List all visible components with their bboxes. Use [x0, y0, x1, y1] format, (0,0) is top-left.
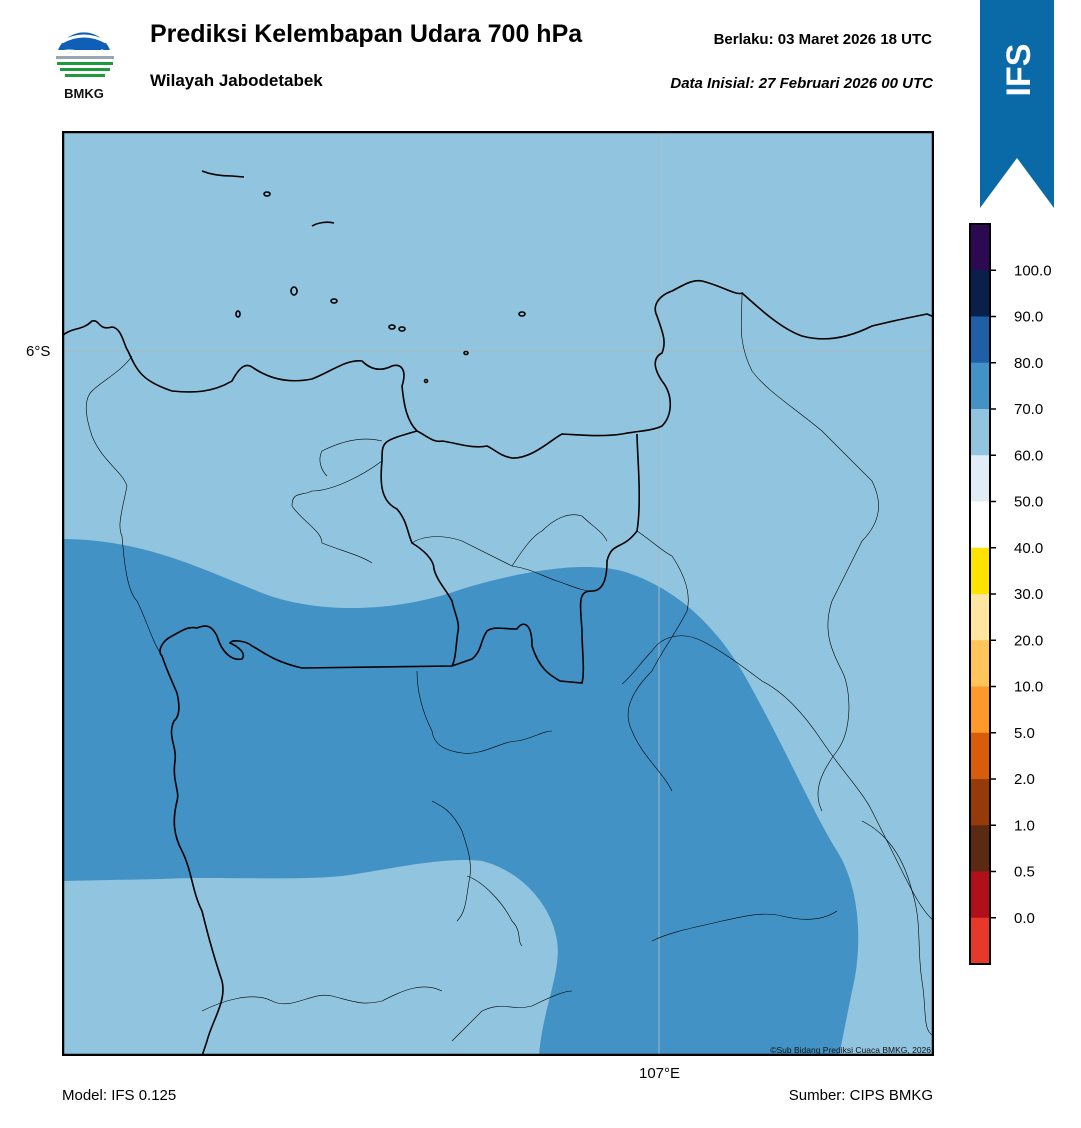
colorbar-segment	[970, 270, 990, 317]
colorbar-tick-label: 0.0	[1014, 910, 1035, 927]
bmkg-logo: BMKG	[54, 26, 114, 101]
colorbar-tick-label: 50.0	[1014, 494, 1043, 511]
model-label: Model: IFS 0.125	[62, 1087, 177, 1104]
humidity-map	[62, 131, 934, 1056]
copyright-text: ©Sub Bidang Prediksi Cuaca BMKG, 2026	[770, 1045, 931, 1055]
colorbar-segment	[970, 547, 990, 595]
colorbar-tick-label: 0.5	[1014, 864, 1035, 881]
colorbar-segment	[970, 686, 990, 734]
colorbar-segment	[970, 316, 990, 364]
colorbar-tick-label: 40.0	[1014, 540, 1043, 557]
map-frame	[62, 131, 934, 1056]
coastline	[62, 279, 934, 459]
district-borders	[85, 292, 934, 1042]
longitude-label: 107°E	[639, 1065, 681, 1082]
latitude-label: 6°S	[26, 343, 51, 360]
page-title: Prediksi Kelembapan Udara 700 hPa	[150, 20, 583, 48]
colorbar-segment	[970, 409, 990, 456]
colorbar: 100.0 90.0 80.0 70.0 60.0 50.0 40.0 30.0 20.0 10.…	[969, 223, 1052, 965]
colorbar-segment	[970, 871, 990, 919]
colorbar-tick-label: 1.0	[1014, 817, 1035, 834]
colorbar-tick-label: 70.0	[1014, 401, 1043, 418]
colorbar-segment	[970, 917, 990, 965]
colorbar-segment	[970, 594, 990, 641]
islands	[201, 170, 526, 384]
colorbar-tick-label: 2.0	[1014, 771, 1035, 788]
colorbar-tick-label: 10.0	[1014, 679, 1043, 696]
province-border	[451, 433, 641, 684]
colorbar-segment	[970, 455, 990, 502]
region-subtitle: Wilayah Jabodetabek	[150, 71, 323, 90]
valid-time: Berlaku: 03 Maret 2026 18 UTC	[713, 31, 932, 48]
init-time: Data Inisial: 27 Februari 2026 00 UTC	[670, 75, 933, 92]
colorbar-tick-label: 20.0	[1014, 632, 1043, 649]
colorbar-segment	[970, 640, 990, 687]
colorbar-segment	[970, 362, 990, 410]
colorbar-tick-label: 60.0	[1014, 447, 1043, 464]
ifs-ribbon: IFS	[980, 0, 1054, 208]
colorbar-ticks: 100.0 90.0 80.0 70.0 60.0 50.0 40.0 30.0 20.0 10.…	[990, 262, 1052, 927]
colorbar-tick-label: 80.0	[1014, 355, 1043, 372]
colorbar-segments	[970, 224, 990, 965]
colorbar-segment	[970, 732, 990, 780]
colorbar-tick-label: 30.0	[1014, 586, 1043, 603]
province-border	[159, 430, 460, 1056]
colorbar-tick-label: 100.0	[1014, 262, 1052, 279]
source-label: Sumber: CIPS BMKG	[788, 1087, 933, 1104]
colorbar-tick-label: 90.0	[1014, 309, 1043, 326]
colorbar-segment	[970, 825, 990, 872]
colorbar-tick-label: 5.0	[1014, 725, 1035, 742]
colorbar-segment	[970, 224, 990, 271]
ifs-label: IFS	[1000, 44, 1038, 97]
logo-text: BMKG	[64, 86, 104, 101]
colorbar-segment	[970, 501, 990, 549]
colorbar-segment	[970, 779, 990, 826]
